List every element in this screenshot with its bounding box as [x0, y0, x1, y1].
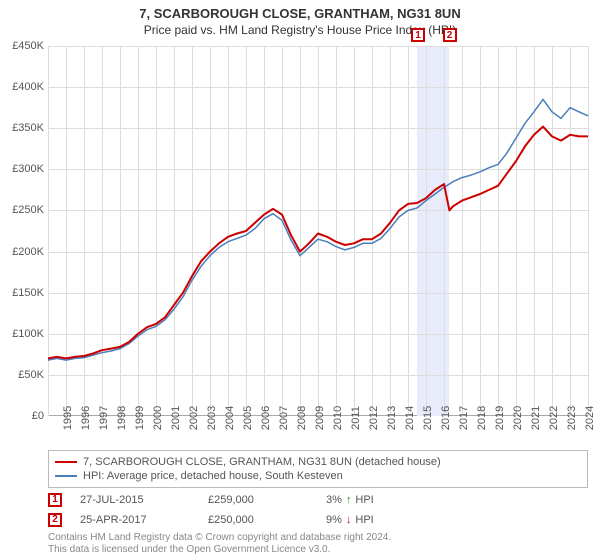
y-tick-label: £250K [0, 204, 44, 216]
legend-swatch [55, 475, 77, 477]
y-tick-label: £0 [0, 410, 44, 422]
sales-table: 1 27-JUL-2015 £259,000 3% ↑HPI 2 25-APR-2017 £2… [48, 490, 588, 530]
sale-marker-small: 2 [48, 513, 62, 527]
sale-pct: 9% ↓HPI [326, 514, 446, 526]
x-tick-label: 2025 [588, 406, 600, 430]
legend: 7, SCARBOROUGH CLOSE, GRANTHAM, NG31 8UN… [48, 450, 588, 488]
chart-title-line1: 7, SCARBOROUGH CLOSE, GRANTHAM, NG31 8UN [0, 0, 600, 21]
sale-row: 2 25-APR-2017 £250,000 9% ↓HPI [48, 510, 588, 530]
legend-swatch [55, 461, 77, 463]
y-tick-label: £50K [0, 369, 44, 381]
chart-area: 12 £0£50K£100K£150K£200K£250K£300K£350K£… [48, 46, 588, 416]
footer: Contains HM Land Registry data © Crown c… [48, 532, 588, 556]
y-tick-label: £200K [0, 246, 44, 258]
sale-pct-value: 3% [326, 494, 342, 506]
sale-hpi-label: HPI [355, 514, 373, 526]
y-tick-label: £300K [0, 163, 44, 175]
series-line [48, 127, 588, 359]
sale-hpi-label: HPI [355, 494, 373, 506]
y-tick-label: £450K [0, 40, 44, 52]
y-tick-label: £150K [0, 287, 44, 299]
chart-title-line2: Price paid vs. HM Land Registry's House … [0, 21, 600, 41]
gridline-v [588, 46, 589, 416]
sale-date: 25-APR-2017 [80, 514, 190, 526]
sale-marker: 2 [443, 28, 457, 42]
legend-item: HPI: Average price, detached house, Sout… [55, 469, 581, 483]
arrow-icon: ↑ [346, 494, 352, 506]
legend-item: 7, SCARBOROUGH CLOSE, GRANTHAM, NG31 8UN… [55, 455, 581, 469]
sale-pct-value: 9% [326, 514, 342, 526]
footer-line1: Contains HM Land Registry data © Crown c… [48, 532, 588, 544]
sale-price: £250,000 [208, 514, 308, 526]
sale-marker: 1 [411, 28, 425, 42]
series-line [48, 99, 588, 360]
y-tick-label: £400K [0, 81, 44, 93]
y-tick-label: £350K [0, 122, 44, 134]
legend-label: HPI: Average price, detached house, Sout… [83, 469, 343, 483]
sale-date: 27-JUL-2015 [80, 494, 190, 506]
chart-lines [48, 46, 588, 416]
y-tick-label: £100K [0, 328, 44, 340]
footer-line2: This data is licensed under the Open Gov… [48, 544, 588, 556]
legend-label: 7, SCARBOROUGH CLOSE, GRANTHAM, NG31 8UN… [83, 455, 441, 469]
sale-row: 1 27-JUL-2015 £259,000 3% ↑HPI [48, 490, 588, 510]
sale-marker-small: 1 [48, 493, 62, 507]
sale-price: £259,000 [208, 494, 308, 506]
sale-pct: 3% ↑HPI [326, 494, 446, 506]
arrow-icon: ↓ [346, 514, 352, 526]
